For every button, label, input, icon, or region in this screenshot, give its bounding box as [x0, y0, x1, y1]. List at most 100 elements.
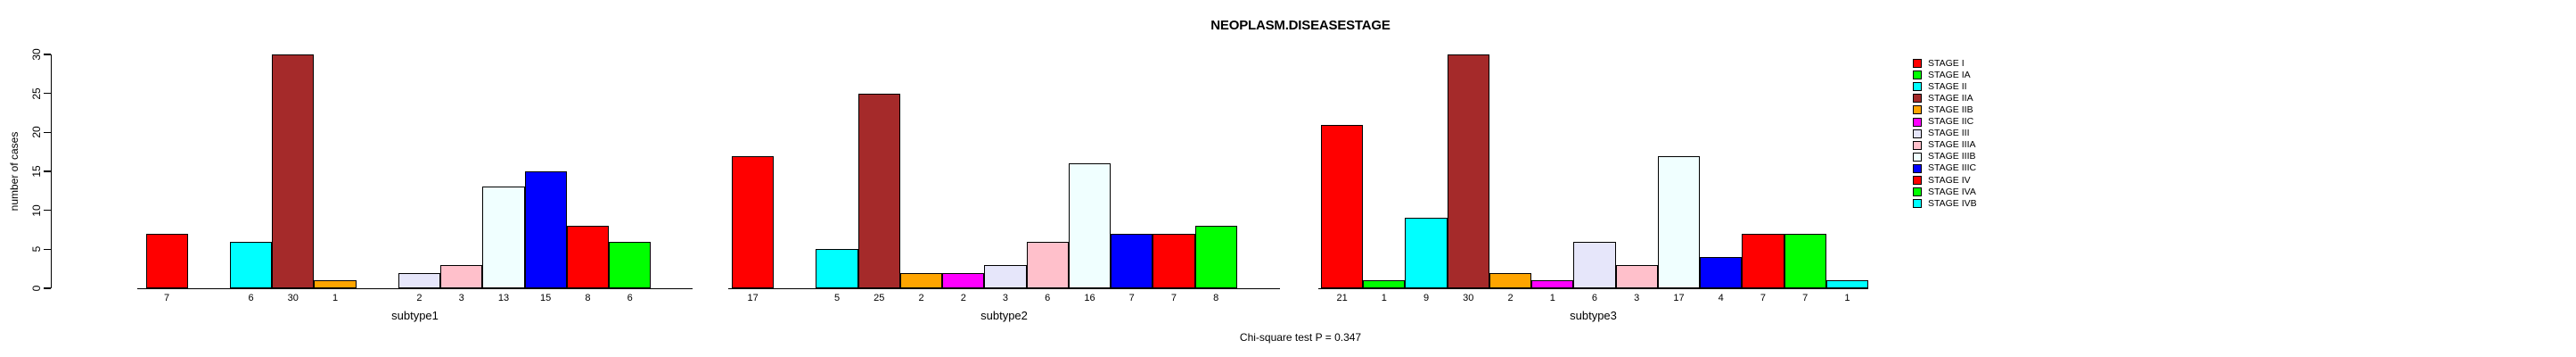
- chi-square-annotation: Chi-square test P = 0.347: [1239, 331, 1362, 344]
- bar-value-label: 1: [332, 293, 339, 303]
- bar-value-label: 21: [1336, 293, 1348, 303]
- bar: [314, 280, 357, 288]
- bar-value-label: 9: [1423, 293, 1430, 303]
- bar-value-label: 7: [1170, 293, 1177, 303]
- group-label: subtype2: [980, 309, 1028, 322]
- bar: [1194, 226, 1237, 288]
- bar: [1111, 233, 1153, 288]
- bar-value-label: 3: [458, 293, 464, 303]
- bar-value-label: 2: [416, 293, 422, 303]
- bar-value-label: 4: [1718, 293, 1724, 303]
- bar: [1153, 233, 1195, 288]
- x-axis-line: [728, 287, 1280, 289]
- group-label: subtype1: [391, 309, 439, 322]
- legend-swatch: [1913, 117, 1922, 127]
- bar: [1531, 280, 1574, 288]
- bar: [1026, 241, 1069, 288]
- bar: [229, 241, 273, 288]
- bar-value-label: 7: [1760, 293, 1766, 303]
- legend-swatch: [1913, 71, 1922, 80]
- bar: [1363, 280, 1406, 288]
- bar-value-label: 5: [834, 293, 841, 303]
- bar: [272, 54, 315, 288]
- y-tick: [43, 209, 51, 212]
- bar-value-label: 15: [540, 293, 552, 303]
- bar-value-label: 30: [287, 293, 299, 303]
- legend-label: STAGE IVB: [1928, 197, 1977, 209]
- bar: [899, 272, 943, 288]
- bar-value-label: 6: [1591, 293, 1598, 303]
- bar-value-label: 6: [1045, 293, 1051, 303]
- legend-label: STAGE IIB: [1928, 104, 1973, 115]
- bar: [1068, 163, 1112, 288]
- bar: [398, 272, 441, 288]
- legend-label: STAGE IVA: [1928, 186, 1976, 197]
- bar-value-label: 2: [918, 293, 924, 303]
- bar: [1405, 218, 1448, 288]
- bar-value-label: 6: [627, 293, 633, 303]
- bar: [1447, 54, 1489, 288]
- group-label: subtype3: [1570, 309, 1617, 322]
- y-tick-label: 0: [30, 285, 43, 292]
- y-tick: [43, 92, 51, 95]
- bar-value-label: 7: [1128, 293, 1135, 303]
- y-tick: [43, 170, 51, 172]
- bar-value-label: 7: [164, 293, 170, 303]
- x-axis-line: [1318, 287, 1868, 289]
- legend-label: STAGE I: [1928, 57, 1965, 69]
- y-axis-line: [50, 54, 52, 288]
- bar: [1321, 124, 1364, 288]
- bar: [609, 241, 652, 288]
- legend-swatch: [1913, 105, 1922, 115]
- y-tick-label: 30: [30, 48, 43, 61]
- bar-value-label: 13: [497, 293, 510, 303]
- bar: [816, 249, 858, 288]
- x-axis-line: [137, 287, 693, 289]
- y-tick-label: 10: [30, 203, 43, 217]
- bar-value-label: 30: [1463, 293, 1474, 303]
- bar-value-label: 7: [1802, 293, 1809, 303]
- bar: [566, 226, 610, 288]
- bar-value-label: 8: [585, 293, 591, 303]
- y-tick-label: 25: [30, 87, 43, 100]
- legend-swatch: [1913, 59, 1922, 68]
- legend-swatch: [1913, 199, 1922, 209]
- bar-value-label: 25: [874, 293, 885, 303]
- legend-swatch: [1913, 82, 1922, 92]
- legend-swatch: [1913, 140, 1922, 150]
- y-tick-label: 5: [30, 245, 43, 253]
- bar-value-label: 17: [1673, 293, 1685, 303]
- bar-value-label: 2: [960, 293, 966, 303]
- y-tick: [43, 131, 51, 134]
- bar: [1615, 264, 1658, 288]
- y-tick-label: 15: [30, 165, 43, 178]
- bar: [1742, 233, 1784, 288]
- bar: [1700, 257, 1743, 288]
- legend-swatch: [1913, 176, 1922, 185]
- bar-value-label: 3: [1002, 293, 1009, 303]
- legend-swatch: [1913, 129, 1922, 138]
- bar: [440, 264, 483, 288]
- bar: [1825, 280, 1868, 288]
- chart-title: NEOPLASM.DISEASESTAGE: [1210, 18, 1391, 33]
- legend-swatch: [1913, 94, 1922, 104]
- legend-label: STAGE IA: [1928, 69, 1971, 80]
- legend-label: STAGE II: [1928, 80, 1967, 92]
- y-axis-title: number of cases: [8, 131, 21, 212]
- legend-swatch: [1913, 163, 1922, 173]
- legend-label: STAGE IIIC: [1928, 162, 1977, 174]
- bar-value-label: 8: [1213, 293, 1219, 303]
- bar-value-label: 16: [1084, 293, 1095, 303]
- bar: [1489, 272, 1532, 288]
- bar-value-label: 1: [1381, 293, 1387, 303]
- bar-value-label: 1: [1844, 293, 1850, 303]
- bar: [857, 93, 900, 288]
- legend-label: STAGE IV: [1928, 174, 1971, 186]
- bar: [1573, 241, 1616, 288]
- legend-label: STAGE IIIB: [1928, 151, 1976, 162]
- bar-value-label: 17: [747, 293, 759, 303]
- bar-value-label: 2: [1507, 293, 1514, 303]
- bar-value-label: 1: [1549, 293, 1555, 303]
- bar: [482, 187, 525, 288]
